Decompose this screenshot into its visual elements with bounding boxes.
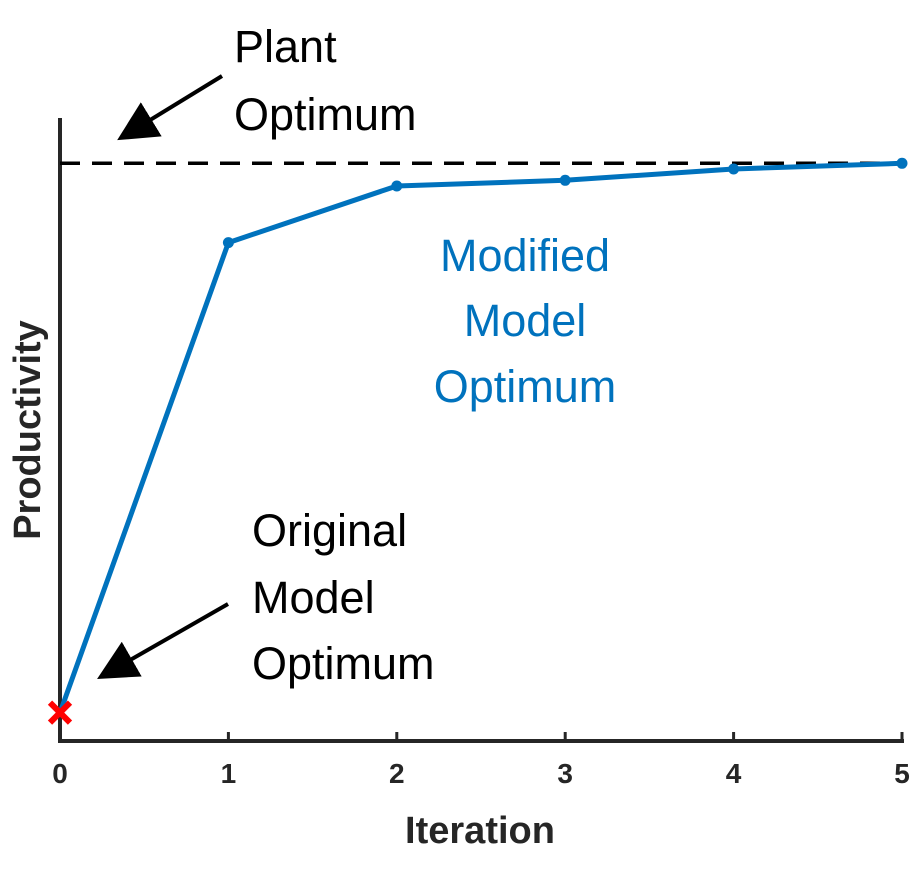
- original-optimum-arrow: [97, 602, 229, 679]
- data-point: [222, 237, 234, 249]
- data-point: [391, 180, 403, 192]
- data-point: [728, 163, 740, 175]
- data-point: [896, 157, 908, 169]
- x-tick-label: 4: [726, 758, 742, 789]
- plant-optimum-label-line1: Plant: [234, 21, 337, 72]
- x-tick-label: 3: [557, 758, 573, 789]
- x-tick-label: 5: [894, 758, 910, 789]
- original-optimum-label-line3: Optimum: [252, 638, 435, 689]
- plant-optimum-arrow: [117, 74, 224, 141]
- original-optimum-label-line1: Original: [252, 505, 407, 556]
- original-optimum-label-line2: Model: [252, 572, 375, 623]
- x-tick-label: 2: [389, 758, 405, 789]
- original-optimum-marker: [47, 700, 73, 725]
- data-point: [559, 174, 571, 186]
- y-axis-title: Productivity: [7, 320, 49, 540]
- modified-optimum-label-line2: Model: [464, 295, 587, 346]
- x-ticks: 0 1 2 3 4 5: [52, 732, 910, 789]
- start-marker-stroke: [47, 700, 73, 725]
- series-line: [57, 160, 903, 714]
- plant-optimum-label-line2: Optimum: [234, 89, 417, 140]
- x-axis-title: Iteration: [405, 810, 555, 852]
- series-group: [57, 157, 908, 714]
- x-tick-label: 1: [221, 758, 237, 789]
- modified-optimum-label-line1: Modified: [440, 230, 610, 281]
- x-tick-label: 0: [52, 758, 68, 789]
- modified-optimum-label-line3: Optimum: [434, 361, 617, 412]
